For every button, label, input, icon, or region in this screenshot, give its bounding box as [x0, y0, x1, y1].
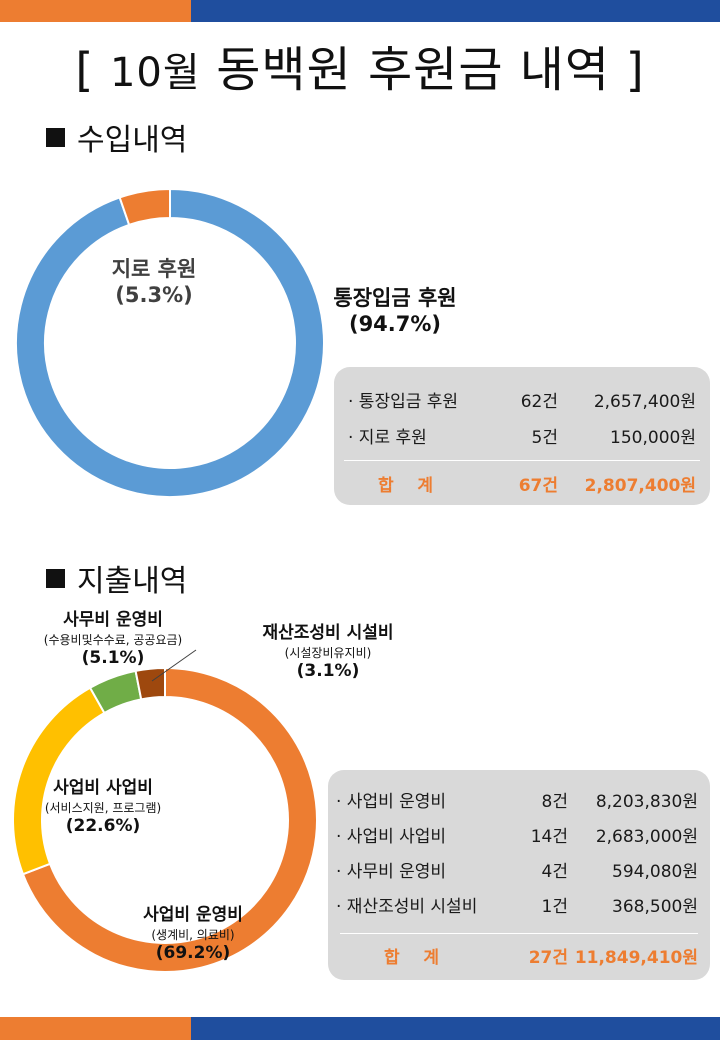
- row-amount: 2,807,400원: [584, 476, 696, 496]
- expense-section-heading: 지출내역: [46, 556, 187, 600]
- expense-divider: [340, 933, 698, 934]
- label-name: 지로 후원: [111, 257, 197, 281]
- income-label-bank: 통장입금 후원 (94.7%): [300, 282, 490, 336]
- row-amount: 150,000원: [610, 428, 696, 448]
- label-name: 재산조성비 시설비: [262, 623, 394, 643]
- income-row-total: 합 계 67건 2,807,400원: [334, 471, 710, 501]
- row-amount: 368,500원: [612, 897, 698, 917]
- title-bracket-open: [: [75, 43, 95, 97]
- row-count: 62건: [520, 392, 558, 412]
- expense-section-title: 지출내역: [77, 564, 188, 599]
- label-detail: (시설장비유지비): [284, 646, 372, 660]
- row-name: · 통장입금 후원: [348, 392, 459, 412]
- row-amount: 2,683,000원: [595, 827, 698, 847]
- row-amount: 2,657,400원: [593, 392, 696, 412]
- title-text: 동백원 후원금 내역: [216, 42, 611, 98]
- label-percent: (94.7%): [348, 312, 442, 336]
- row-name: · 사무비 운영비: [336, 862, 447, 882]
- row-count: 27건: [528, 948, 568, 968]
- label-percent: (3.1%): [296, 661, 360, 681]
- black-square-icon: [46, 569, 65, 588]
- page-title: [ 10월 동백원 후원금 내역 ]: [0, 30, 720, 100]
- bottom-bar-orange: [0, 1017, 191, 1040]
- income-summary-box: · 통장입금 후원 62건 2,657,400원 · 지로 후원 5건 150,…: [334, 367, 710, 505]
- row-name: · 지로 후원: [348, 428, 427, 448]
- label-percent: (69.2%): [155, 943, 231, 963]
- top-color-bar: [0, 0, 720, 22]
- top-bar-blue: [191, 0, 720, 22]
- bottom-color-bar: [0, 1017, 720, 1040]
- expense-row-facility: · 재산조성비 시설비 1건 368,500원: [328, 892, 710, 922]
- row-amount: 8,203,830원: [595, 792, 698, 812]
- row-amount: 594,080원: [612, 862, 698, 882]
- expense-row-office: · 사무비 운영비 4건 594,080원: [328, 857, 710, 887]
- expense-label-facility: 재산조성비 시설비 (시설장비유지비) (3.1%): [230, 618, 426, 681]
- title-bracket-close: ]: [625, 43, 645, 97]
- label-name: 사업비 사업비: [53, 778, 153, 798]
- row-count: 14건: [530, 827, 568, 847]
- donut-slice-1: [118, 187, 171, 227]
- income-divider: [344, 460, 700, 461]
- row-count: 5건: [531, 428, 558, 448]
- expense-row-project: · 사업비 사업비 14건 2,683,000원: [328, 822, 710, 852]
- income-row-bank: · 통장입금 후원 62건 2,657,400원: [334, 387, 710, 417]
- income-row-giro: · 지로 후원 5건 150,000원: [334, 423, 710, 453]
- row-amount: 11,849,410원: [574, 948, 698, 968]
- label-name: 통장입금 후원: [333, 286, 457, 310]
- income-section-heading: 수입내역: [46, 115, 187, 159]
- row-name: · 사업비 운영비: [336, 792, 447, 812]
- income-section-title: 수입내역: [77, 123, 188, 158]
- donut-slice-3: [134, 666, 166, 701]
- expense-label-project: 사업비 사업비 (서비스지원, 프로그램) (22.6%): [18, 773, 188, 836]
- row-count: 1건: [541, 897, 568, 917]
- expense-row-operation: · 사업비 운영비 8건 8,203,830원: [328, 787, 710, 817]
- label-name: 사업비 운영비: [143, 905, 243, 925]
- expense-label-operation: 사업비 운영비 (생계비, 의료비) (69.2%): [118, 900, 268, 963]
- income-label-giro: 지로 후원 (5.3%): [84, 253, 224, 307]
- bottom-bar-blue: [191, 1017, 720, 1040]
- row-name: 합 계: [384, 948, 439, 968]
- row-name: 합 계: [378, 476, 433, 496]
- leader-line-facility: [151, 649, 197, 682]
- expense-summary-box: · 사업비 운영비 8건 8,203,830원 · 사업비 사업비 14건 2,…: [328, 770, 710, 980]
- label-percent: (22.6%): [65, 816, 141, 836]
- expense-donut-chart: [12, 666, 318, 973]
- label-percent: (5.3%): [115, 283, 193, 307]
- donut-slice-0: [21, 666, 318, 973]
- label-percent: (5.1%): [81, 648, 145, 668]
- income-donut-chart: [15, 187, 325, 498]
- expense-label-office: 사무비 운영비 (수용비및수수료, 공공요금) (5.1%): [8, 605, 218, 668]
- row-name: · 재산조성비 시설비: [336, 897, 478, 917]
- top-bar-orange: [0, 0, 191, 22]
- label-detail: (생계비, 의료비): [151, 928, 235, 942]
- donut-slice-0: [15, 187, 325, 498]
- title-month: 10월: [109, 50, 201, 96]
- row-name: · 사업비 사업비: [336, 827, 447, 847]
- row-count: 4건: [541, 862, 568, 882]
- label-name: 사무비 운영비: [63, 610, 163, 630]
- label-detail: (서비스지원, 프로그램): [44, 801, 162, 815]
- row-count: 8건: [541, 792, 568, 812]
- black-square-icon: [46, 128, 65, 147]
- expense-row-total: 합 계 27건 11,849,410원: [328, 943, 710, 973]
- label-detail: (수용비및수수료, 공공요금): [43, 633, 183, 647]
- row-count: 67건: [518, 476, 558, 496]
